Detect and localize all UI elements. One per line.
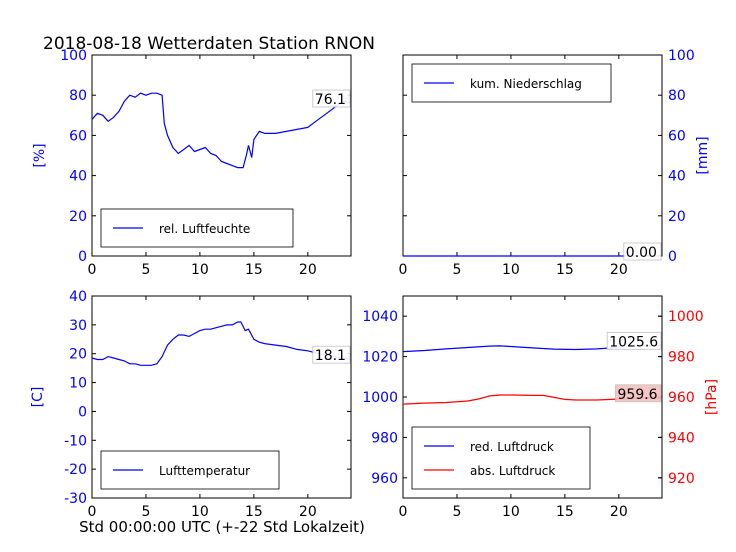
y-tick-label: 1000 (362, 390, 398, 406)
y-tick-label: 60 (69, 128, 87, 144)
y-tick-label: 100 (60, 48, 87, 64)
y-axis-label: [C] (30, 387, 46, 408)
x-tick-label: 20 (299, 262, 317, 278)
y-axis-label: [mm] (695, 136, 711, 174)
last-value-box (312, 345, 351, 364)
y-axis-label: [hPa] (704, 379, 720, 415)
last-value-box (623, 242, 662, 261)
x-tick-label: 5 (141, 504, 150, 520)
panel-2: 0 5 10 15 20 0 20 40 60 80 100 [mm] 0.00 kum. Nieders… (399, 48, 711, 278)
panel-3: 0 5 10 15 20 -30 -20 -10 0 10 20 30 40 [C] 18.1 Lufttem… (30, 289, 352, 520)
y-tick-label: -30 (64, 491, 87, 507)
legend-box (411, 426, 591, 490)
y-tick-label: -20 (64, 462, 87, 478)
x-tick-label: 5 (141, 262, 150, 278)
x-tick-label: 15 (556, 504, 574, 520)
y2-tick-label: 1000 (668, 309, 704, 325)
y-tick-label: 960 (371, 471, 398, 487)
y-tick-label: 980 (371, 430, 398, 446)
last-value-box (615, 384, 662, 403)
panel-4: 0 5 10 15 20 960 980 1000 1020 1040 920 940 960 980 10… (362, 295, 720, 520)
x-tick-label: 0 (88, 504, 97, 520)
series-line-2 (402, 394, 661, 405)
y2-tick-label: 980 (668, 350, 695, 366)
x-tick-label: 0 (88, 262, 97, 278)
x-tick-label: 0 (399, 504, 408, 520)
x-tick-label: 15 (245, 262, 263, 278)
y-tick-label: 100 (668, 48, 695, 64)
y-tick-label: 40 (69, 169, 87, 185)
y-tick-label: 20 (69, 209, 87, 225)
x-tick-label: 0 (399, 262, 408, 278)
y-tick-label: 0 (78, 249, 87, 265)
x-tick-label: 10 (191, 262, 209, 278)
series-line-1 (91, 92, 351, 169)
legend-entry: rel. Luftfeuchte (159, 222, 250, 236)
x-tick-label: 20 (610, 262, 628, 278)
y-tick-label: 20 (69, 347, 87, 363)
y-tick-label: 0 (668, 249, 677, 265)
y-axis-label: [%] (32, 143, 48, 167)
last-value-box (606, 331, 662, 350)
y-tick-label: 1020 (362, 350, 398, 366)
legend-entry: red. Luftdruck (470, 440, 554, 454)
last-value-label: 0.00 (626, 245, 657, 261)
x-tick-label: 5 (452, 262, 461, 278)
y-tick-label: 20 (668, 209, 686, 225)
x-tick-label: 20 (299, 504, 317, 520)
y-tick-label: 40 (668, 169, 686, 185)
y-tick-label: 0 (78, 404, 87, 420)
y-tick-label: 40 (69, 289, 87, 305)
x-tick-label: 10 (502, 504, 520, 520)
x-tick-label: 5 (452, 504, 461, 520)
y2-tick-label: 920 (668, 471, 695, 487)
y-tick-label: 80 (668, 88, 686, 104)
y2-tick-label: 960 (668, 390, 695, 406)
figure-title: 2018-08-18 Wetterdaten Station RNON (43, 34, 375, 54)
panel-1: 0 5 10 15 20 0 20 40 60 80 100 [%] 76.1 rel. Luftfeuc… (32, 48, 352, 278)
y-tick-label: -10 (64, 433, 87, 449)
last-value-box (312, 89, 351, 108)
plot-frame (91, 54, 352, 257)
last-value-label: 18.1 (315, 348, 346, 364)
last-value-label: 76.1 (315, 92, 346, 108)
plot-frame (91, 295, 352, 499)
legend-entry: abs. Luftdruck (470, 464, 555, 478)
x-tick-label: 10 (191, 504, 209, 520)
last-value-label: 959.6 (618, 387, 658, 403)
y-tick-label: 80 (69, 88, 87, 104)
y-tick-label: 60 (668, 128, 686, 144)
x-tick-label: 15 (245, 504, 263, 520)
x-tick-label: 10 (502, 262, 520, 278)
x-tick-label: 20 (610, 504, 628, 520)
x-axis-label: Std 00:00:00 UTC (+-22 Std Lokalzeit) (79, 518, 365, 536)
y-tick-label: 30 (69, 318, 87, 334)
legend-entry: kum. Niederschlag (470, 77, 582, 91)
y2-tick-label: 940 (668, 430, 695, 446)
series-line-1 (91, 321, 350, 366)
y-tick-label: 10 (69, 376, 87, 392)
legend-entry: Lufttemperatur (159, 464, 250, 478)
y-tick-label: 1040 (362, 309, 398, 325)
last-value-label: 1025.6 (609, 334, 658, 350)
x-tick-label: 15 (556, 262, 574, 278)
